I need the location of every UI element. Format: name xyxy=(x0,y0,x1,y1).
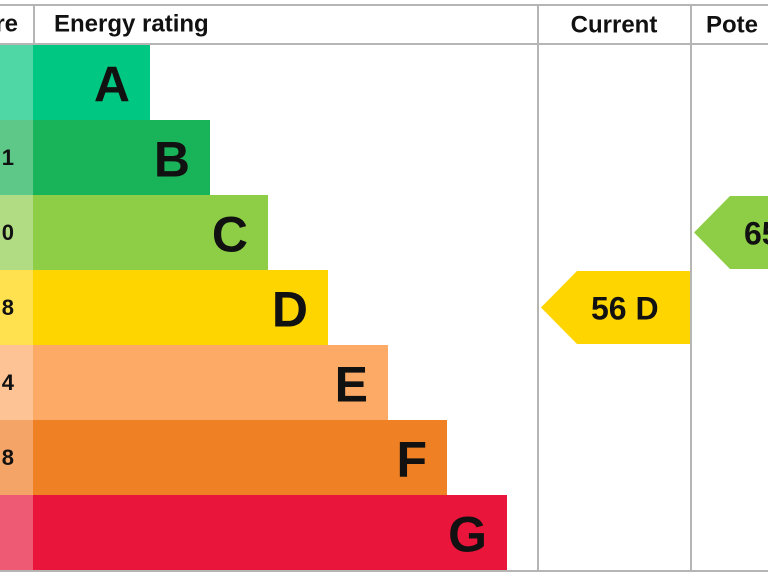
score-label: 0 xyxy=(2,220,14,245)
score-label: 8 xyxy=(2,295,14,320)
current-arrow xyxy=(541,271,690,344)
band-letter: F xyxy=(396,432,427,488)
current-label: 56 D xyxy=(591,291,659,327)
band-letter: G xyxy=(448,507,487,563)
score-cell xyxy=(0,195,33,270)
score-cell xyxy=(0,495,33,570)
current-header: Current xyxy=(571,12,658,39)
band-bar xyxy=(33,120,210,195)
band-bar xyxy=(33,345,388,420)
band-letter: A xyxy=(94,57,130,113)
band-bar xyxy=(33,420,447,495)
score-cell xyxy=(0,120,33,195)
potential-arrow xyxy=(694,196,768,269)
rating-header: Energy rating xyxy=(54,11,209,38)
band-letter: E xyxy=(335,357,368,413)
band-letter: D xyxy=(272,282,308,338)
score-cell xyxy=(0,45,33,120)
band-bar xyxy=(33,495,507,570)
band-bar xyxy=(33,195,268,270)
header: re Energy rating Current Pote xyxy=(0,11,758,39)
score-cell xyxy=(0,345,33,420)
potential-header: Pote xyxy=(706,12,758,39)
band-letter: C xyxy=(212,207,248,263)
score-label: 1 xyxy=(2,145,14,170)
potential-label: 65 xyxy=(744,216,768,252)
band-bar xyxy=(33,270,328,345)
band-letter: B xyxy=(154,132,190,188)
score-cell xyxy=(0,420,33,495)
score-label: 4 xyxy=(2,370,15,395)
band-bar xyxy=(33,45,150,120)
score-cell xyxy=(0,270,33,345)
score-header: re xyxy=(0,11,18,38)
score-label: 8 xyxy=(2,445,14,470)
